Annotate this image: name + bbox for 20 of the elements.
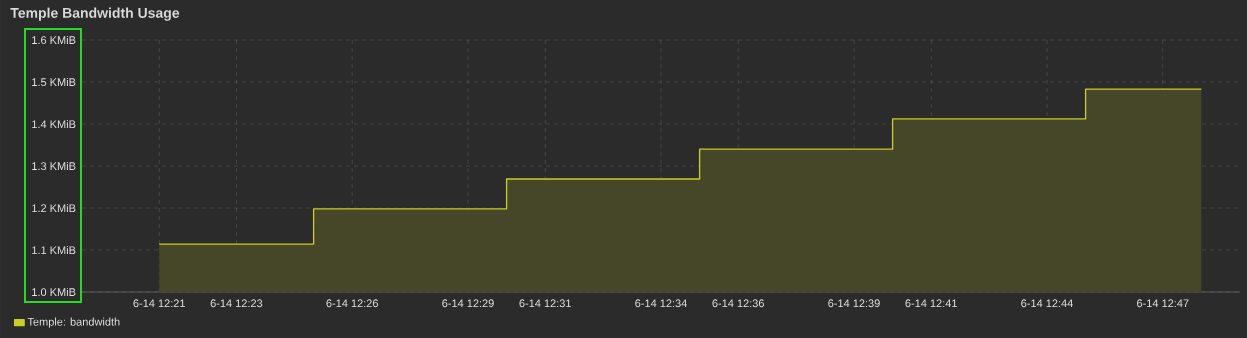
x-tick-label: 6-14 12:31 [519, 299, 571, 308]
x-tick-label: 6-14 12:44 [1021, 299, 1073, 308]
chart-title: Temple Bandwidth Usage [10, 7, 180, 21]
x-tick-label: 6-14 12:21 [133, 299, 185, 308]
y-tick-label: 1.6 KMiB [32, 35, 76, 45]
y-tick-label: 1.3 KMiB [32, 161, 76, 171]
x-tick-label: 6-14 12:29 [442, 299, 494, 308]
x-tick-label: 6-14 12:36 [712, 299, 764, 308]
x-tick-label: 6-14 12:47 [1137, 299, 1189, 308]
y-tick-label: 1.0 KMiB [32, 287, 76, 297]
x-tick-label: 6-14 12:34 [635, 299, 687, 308]
x-tick-label: 6-14 12:41 [905, 299, 957, 308]
x-tick-label: 6-14 12:39 [828, 299, 880, 308]
legend-label: Temple: bandwidth [27, 317, 120, 328]
y-tick-label: 1.2 KMiB [32, 204, 76, 212]
y-tick-label: 1.1 KMiB [32, 246, 76, 254]
x-tick-label: 6-14 12:26 [326, 299, 378, 308]
y-tick-label: 1.4 KMiB [32, 120, 76, 128]
y-tick-label: 1.5 KMiB [32, 77, 76, 87]
x-tick-label: 6-14 12:23 [210, 299, 263, 308]
